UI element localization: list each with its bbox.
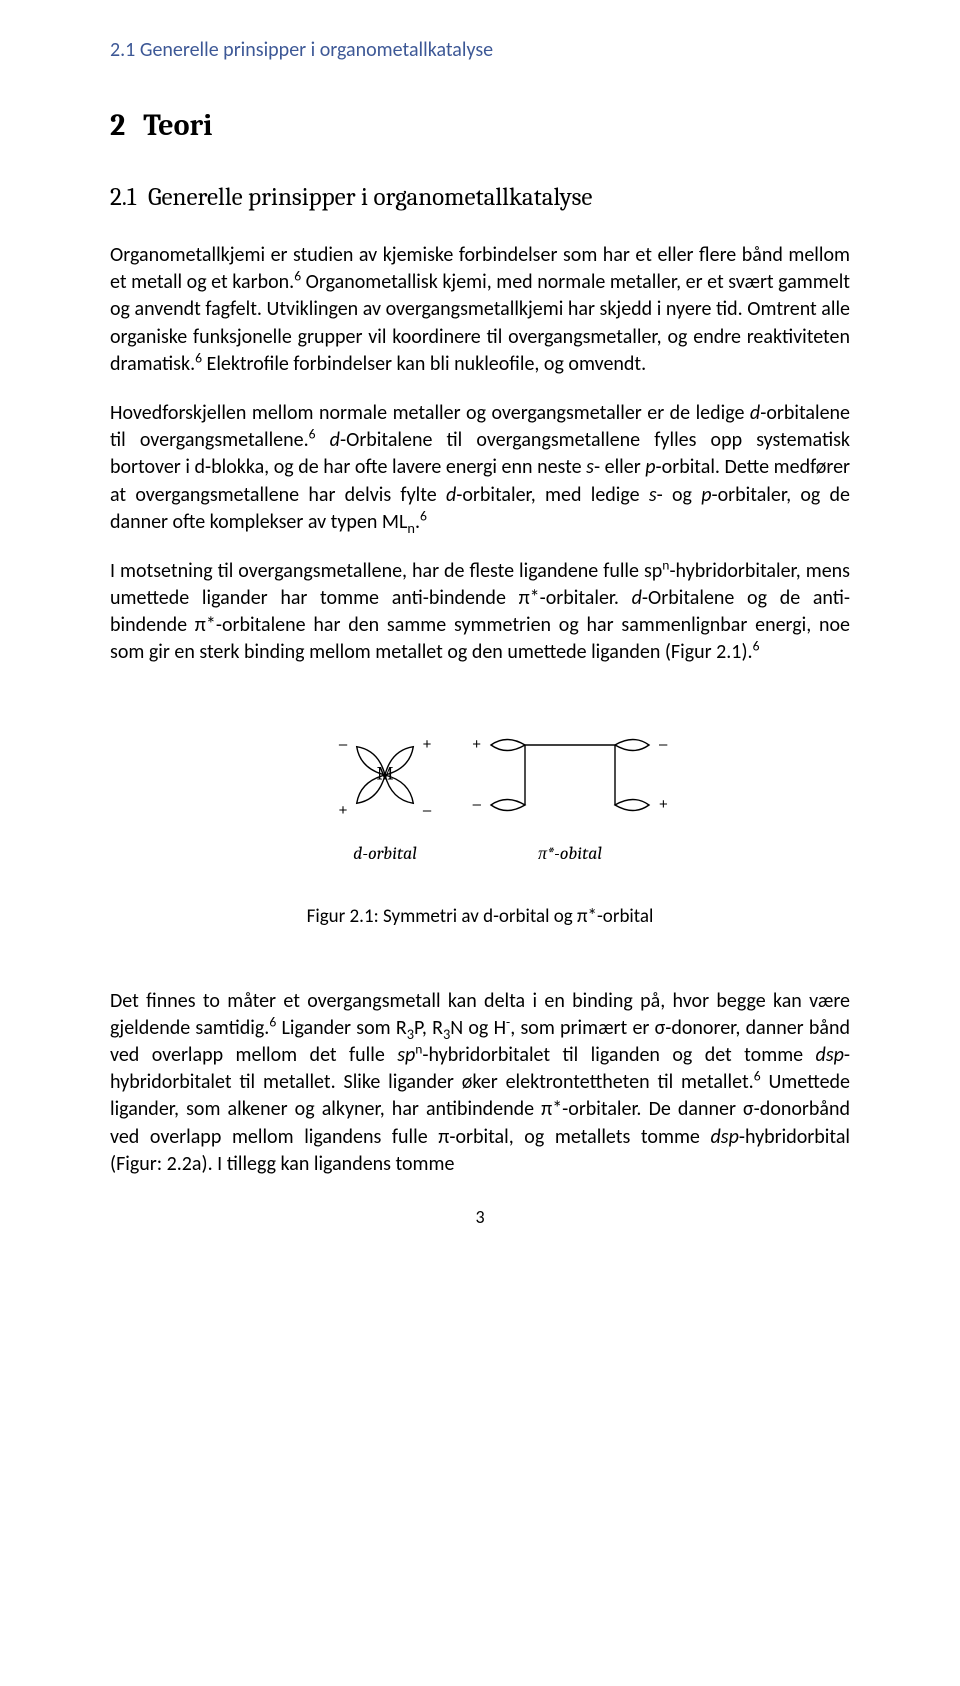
citation-ref: 6 (420, 507, 427, 524)
svg-text:d-orbital: d-orbital (353, 843, 417, 864)
heading-2: 2.1 Generelle prinsipper i organometallka… (110, 183, 850, 212)
italic: d (750, 401, 760, 425)
text: I motsetning til overgangsmetallene, har… (110, 559, 662, 583)
page-number: 3 (0, 1206, 960, 1228)
svg-text:M: M (377, 762, 394, 784)
svg-text:+: + (423, 736, 432, 753)
text: -orbitaler, med ledige (456, 483, 649, 507)
text (316, 428, 330, 452)
text: - eller (594, 455, 645, 479)
text: N og H (450, 1016, 506, 1040)
svg-text:–: – (659, 736, 668, 753)
text: Elektrofile forbindelser kan bli nukleof… (202, 352, 646, 376)
heading-1-title: Teori (143, 108, 212, 143)
text: Ligander som R (276, 1016, 406, 1040)
heading-1: 2 Teori (110, 108, 850, 143)
heading-2-number: 2.1 (110, 183, 136, 212)
italic: s (649, 483, 657, 507)
italic: d (330, 428, 340, 452)
subscript: 3 (407, 1025, 414, 1043)
italic: dsp (711, 1125, 739, 1149)
heading-2-title: Generelle prinsipper i organometallkatal… (148, 183, 592, 212)
text: - og (657, 483, 702, 507)
paragraph: Hovedforskjellen mellom normale metaller… (110, 400, 850, 536)
paragraph: Organometallkjemi er studien av kjemiske… (110, 242, 850, 378)
text: -hybridorbitalet til liganden og det tom… (422, 1043, 815, 1067)
citation-ref: 6 (309, 425, 316, 442)
svg-text:+: + (472, 736, 481, 753)
italic: dsp (816, 1043, 844, 1067)
running-head: 2.1 Generelle prinsipper i organometallk… (110, 38, 850, 62)
citation-ref: 6 (195, 349, 202, 366)
figure-caption: Figur 2.1: Symmetri av d-orbital og π*-o… (110, 905, 850, 928)
svg-text:–: – (423, 802, 432, 819)
citation-ref: 6 (753, 638, 760, 655)
italic: s (586, 455, 594, 479)
orbital-diagram-icon: M – + + – d-orbital + – – + π*-obital (290, 715, 670, 885)
svg-text:+: + (659, 796, 668, 813)
svg-text:π*-obital: π*-obital (538, 843, 602, 864)
page: 2.1 Generelle prinsipper i organometallk… (0, 0, 960, 1240)
italic: d (446, 483, 456, 507)
svg-text:–: – (339, 736, 348, 753)
italic: d (632, 586, 642, 610)
text: P, R (414, 1016, 443, 1040)
heading-1-number: 2 (110, 108, 125, 143)
paragraph: I motsetning til overgangsmetallene, har… (110, 558, 850, 667)
svg-text:–: – (473, 796, 482, 813)
figure: M – + + – d-orbital + – – + π*-obital Figur 2.1: S… (110, 715, 850, 928)
text: Hovedforskjellen mellom normale metaller… (110, 401, 750, 425)
svg-text:+: + (339, 802, 348, 819)
citation-ref: 6 (754, 1068, 761, 1085)
italic: p (645, 455, 655, 479)
paragraph: Det finnes to måter et overgangsmetall k… (110, 988, 850, 1178)
italic: sp (397, 1043, 415, 1067)
italic: p (701, 483, 711, 507)
subscript: n (407, 519, 415, 537)
